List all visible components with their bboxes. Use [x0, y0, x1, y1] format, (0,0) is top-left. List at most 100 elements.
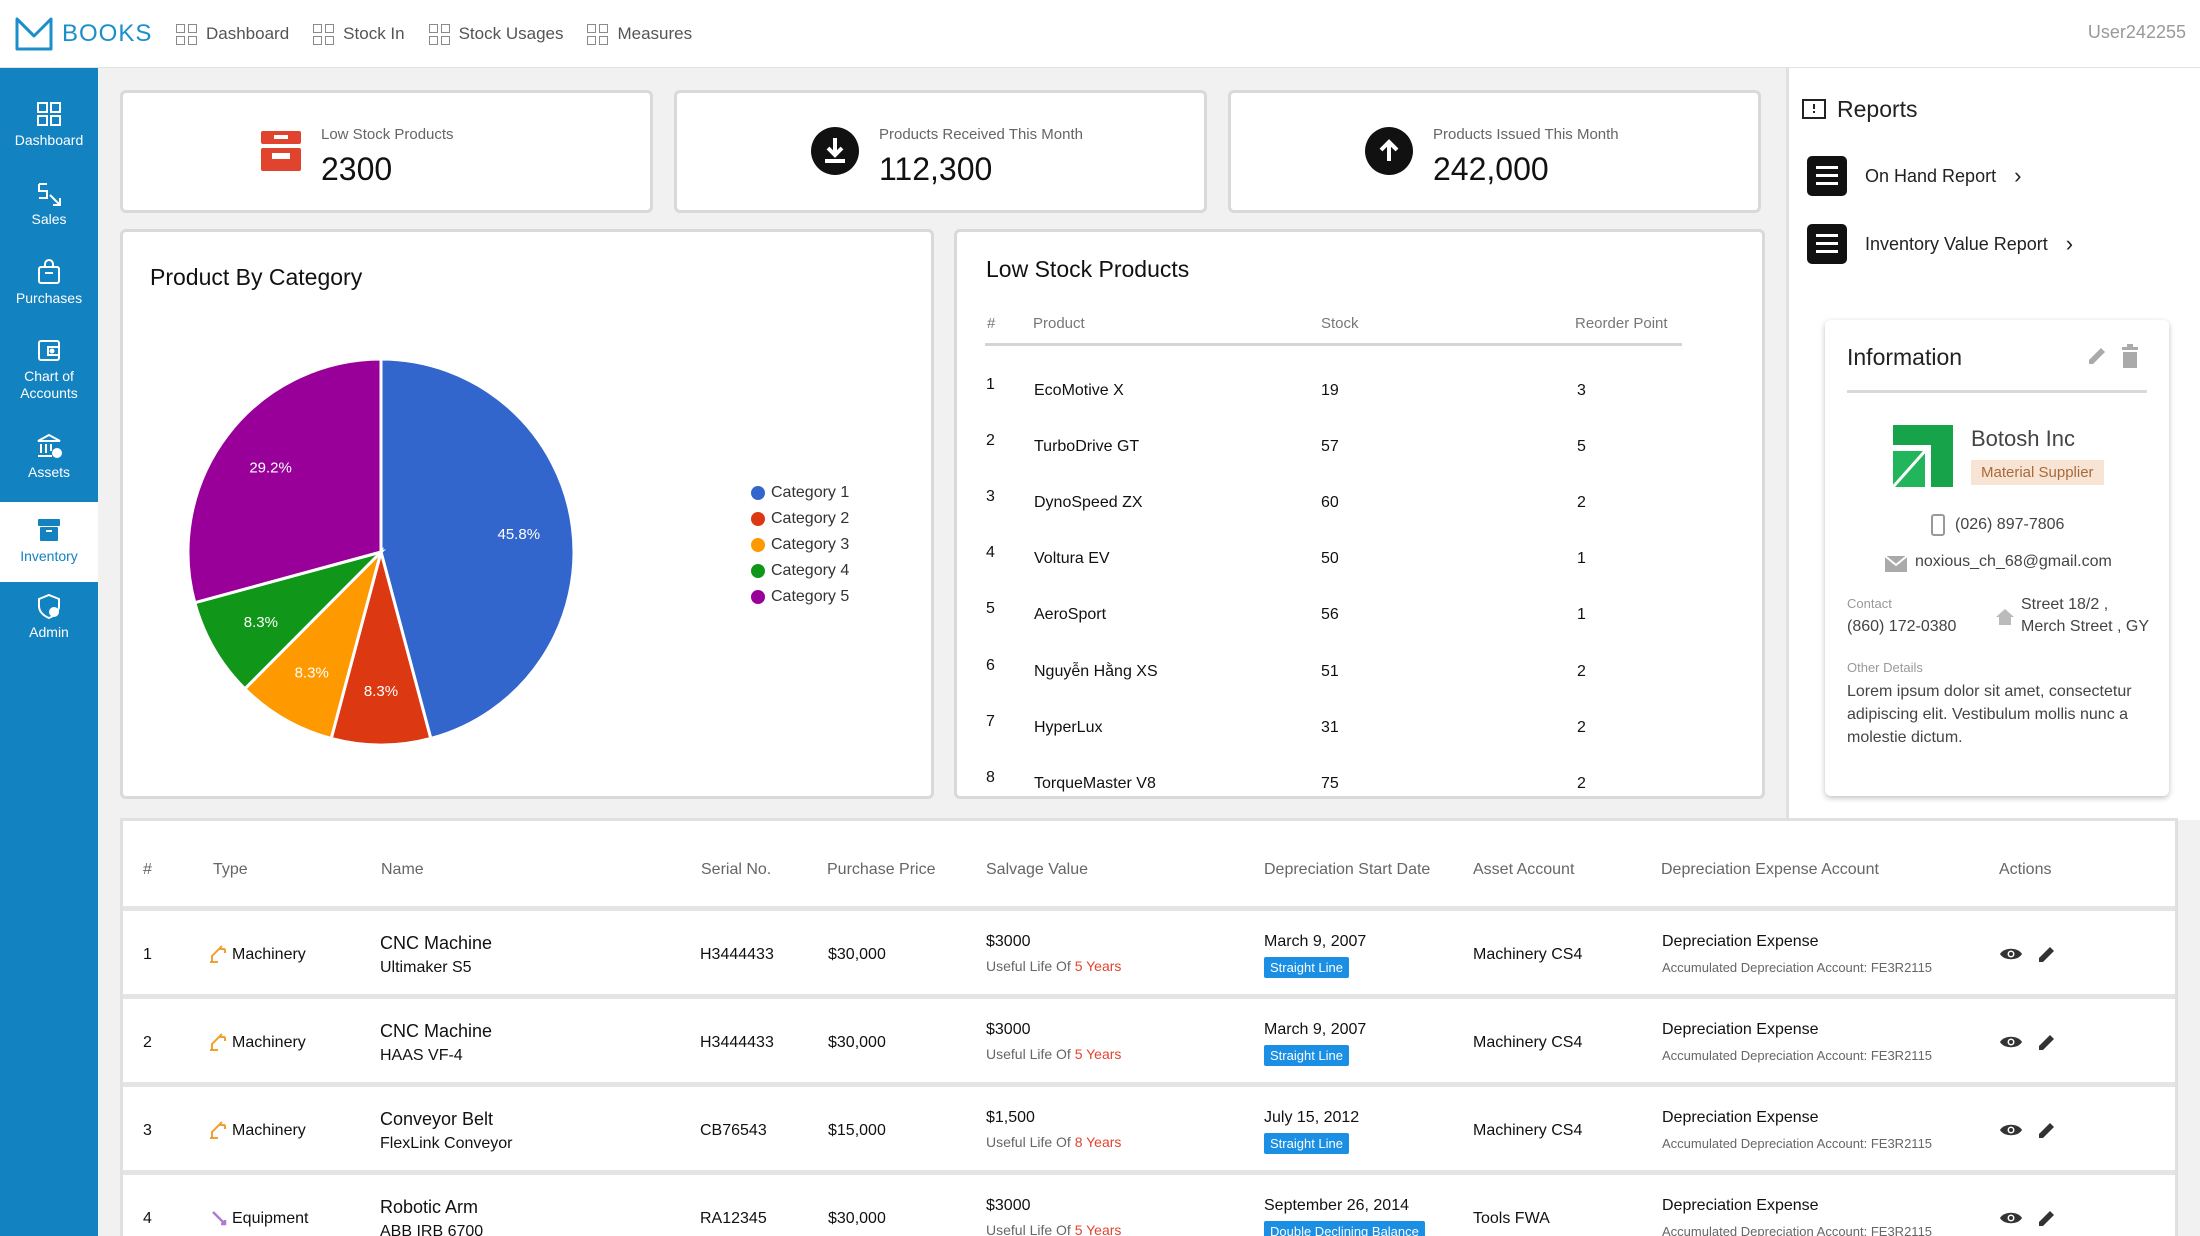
- topnav-dashboard[interactable]: Dashboard: [176, 23, 289, 45]
- table-row[interactable]: 1 Machinery CNC Machine Ultimaker S5 H344443…: [123, 911, 2175, 994]
- edit-icon[interactable]: [2037, 944, 2057, 964]
- stat-label: Products Issued This Month: [1433, 126, 1619, 143]
- low-stock-cell-reorder: 2: [1577, 719, 1586, 736]
- column-header-stock: Stock: [1321, 315, 1359, 332]
- view-icon[interactable]: [1999, 1210, 2023, 1226]
- depreciation-start-date: July 15, 2012: [1264, 1109, 1360, 1126]
- asset-account: Machinery CS4: [1473, 946, 1583, 963]
- asset-model: ABB IRB 6700: [380, 1223, 484, 1236]
- low-stock-products-card: Low Stock Products # Product Stock Reord…: [954, 229, 1765, 799]
- stat-value: 242,000: [1433, 151, 1549, 187]
- pie-slice[interactable]: [329, 546, 433, 747]
- legend-label: Category 4: [771, 562, 850, 579]
- sidebar-item-purchases[interactable]: Purchases: [0, 258, 98, 307]
- table-row[interactable]: 4 Equipment Robotic Arm ABB IRB 6700 RA12345…: [123, 1175, 2175, 1236]
- legend-swatch: [751, 538, 765, 552]
- machinery-icon: [210, 1033, 226, 1051]
- low-stock-cell-n: 1: [986, 376, 995, 393]
- company-phone: (026) 897-7806: [1955, 516, 2065, 533]
- sidebar-label: Sales: [31, 211, 67, 227]
- accumulated-depreciation-account: Accumulated Depreciation Account: FE3R21…: [1662, 1136, 1933, 1151]
- table-row[interactable]: 3 Machinery Conveyor Belt FlexLink Conveyor…: [123, 1087, 2175, 1170]
- edit-icon[interactable]: [2037, 1208, 2057, 1228]
- legend-label: Category 2: [771, 510, 850, 527]
- stat-card-issued: Products Issued This Month 242,000: [1228, 90, 1761, 213]
- sidebar-item-assets[interactable]: Assets: [0, 432, 98, 481]
- purchase-price: $30,000: [828, 946, 886, 963]
- report-on-hand[interactable]: On Hand Report ›: [1807, 156, 2021, 196]
- useful-life-prefix: Useful Life Of: [986, 958, 1075, 974]
- sidebar-item-admin[interactable]: Admin: [0, 592, 98, 641]
- pie-slice-label: 45.8%: [498, 526, 541, 543]
- topnav-label: Measures: [617, 24, 693, 43]
- topnav-stock-in[interactable]: Stock In: [313, 23, 405, 45]
- column-header: Depreciation Start Date: [1264, 861, 1431, 878]
- edit-icon[interactable]: [2037, 1120, 2057, 1140]
- view-icon[interactable]: [1999, 946, 2023, 962]
- table-row[interactable]: 2 Machinery CNC Machine HAAS VF-4 H3444433 $3…: [123, 999, 2175, 1082]
- low-stock-cell-product: DynoSpeed ZX: [1034, 494, 1143, 511]
- sidebar-item-chart-of-accounts[interactable]: Chart of Accounts: [0, 336, 98, 402]
- legend-item[interactable]: Category 4: [751, 558, 849, 584]
- sidebar-label: Inventory: [20, 548, 78, 564]
- serial-number: H3444433: [700, 1034, 774, 1051]
- stat-label: Low Stock Products: [321, 126, 454, 143]
- topnav-measures[interactable]: Measures: [587, 23, 693, 45]
- legend-item[interactable]: Category 1: [751, 480, 849, 506]
- bank-icon: [37, 433, 62, 458]
- edit-icon[interactable]: [2085, 344, 2109, 368]
- view-icon[interactable]: [1999, 1122, 2023, 1138]
- pie-slice[interactable]: [242, 546, 384, 741]
- legend-item[interactable]: Category 3: [751, 532, 849, 558]
- reports-title-text: Reports: [1837, 96, 1918, 122]
- brand-name: BOOKS: [62, 20, 153, 47]
- pie-slice-label: 8.3%: [364, 683, 398, 700]
- dashboard-icon: [37, 102, 61, 126]
- topnav-stock-usages[interactable]: Stock Usages: [428, 23, 563, 45]
- sidebar-item-inventory[interactable]: Inventory: [0, 502, 98, 582]
- stat-label: Products Received This Month: [879, 126, 1083, 143]
- useful-life: Useful Life Of 8 Years: [986, 1134, 1121, 1150]
- address-line-2: Merch Street , GY: [2021, 618, 2150, 635]
- sidebar-item-dashboard[interactable]: Dashboard: [0, 100, 98, 149]
- report-label: Inventory Value Report: [1865, 233, 2048, 254]
- reports-panel: Reports On Hand Report › Inventory Value…: [1786, 68, 2200, 820]
- sidebar-item-sales[interactable]: Sales: [0, 179, 98, 228]
- row-divider: [123, 994, 2175, 999]
- low-stock-cell-n: 4: [986, 544, 995, 561]
- purchase-price: $30,000: [828, 1034, 886, 1051]
- product-by-category-card: Product By Category 45.8% 8.3% 8.3% 8.3% 29.…: [120, 229, 934, 799]
- low-stock-icon: [261, 131, 301, 171]
- other-details-label: Other Details: [1847, 660, 1923, 675]
- phone-icon: [1931, 514, 1945, 536]
- accumulated-depreciation-account: Accumulated Depreciation Account: FE3R21…: [1662, 1048, 1933, 1063]
- useful-life: Useful Life Of 5 Years: [986, 1046, 1121, 1062]
- sidebar-label: Assets: [27, 464, 70, 480]
- pie-slice[interactable]: [379, 357, 576, 741]
- delete-icon[interactable]: [2119, 344, 2141, 368]
- accumulated-depreciation-account: Accumulated Depreciation Account: FE3R21…: [1662, 1224, 1933, 1236]
- machinery-icon: [210, 945, 226, 963]
- low-stock-cell-n: 2: [986, 432, 995, 449]
- useful-life-prefix: Useful Life Of: [986, 1046, 1075, 1062]
- view-icon[interactable]: [1999, 1034, 2023, 1050]
- asset-name: CNC Machine: [380, 1021, 493, 1041]
- legend-item[interactable]: Category 2: [751, 506, 849, 532]
- depreciation-method-tag: Double Declining Balance: [1264, 1221, 1425, 1236]
- salvage-value: $3000: [986, 1021, 1031, 1038]
- edit-icon[interactable]: [2037, 1032, 2057, 1052]
- salvage-value: $3000: [986, 933, 1031, 950]
- pie-slice[interactable]: [192, 549, 387, 691]
- column-header-product: Product: [1033, 315, 1085, 332]
- user-menu[interactable]: User242255: [2087, 22, 2186, 42]
- legend-item[interactable]: Category 5: [751, 584, 849, 610]
- brand-logo[interactable]: BOOKS: [14, 16, 152, 52]
- sidebar-label: Admin: [29, 624, 69, 640]
- low-stock-cell-reorder: 3: [1577, 382, 1586, 399]
- grid-icon: [176, 23, 197, 45]
- low-stock-cell-n: 8: [986, 769, 995, 786]
- report-inventory-value[interactable]: Inventory Value Report ›: [1807, 224, 2073, 264]
- report-icon: [1802, 98, 1826, 119]
- pie-slice[interactable]: [186, 357, 383, 605]
- low-stock-cell-product: Voltura EV: [1034, 550, 1110, 567]
